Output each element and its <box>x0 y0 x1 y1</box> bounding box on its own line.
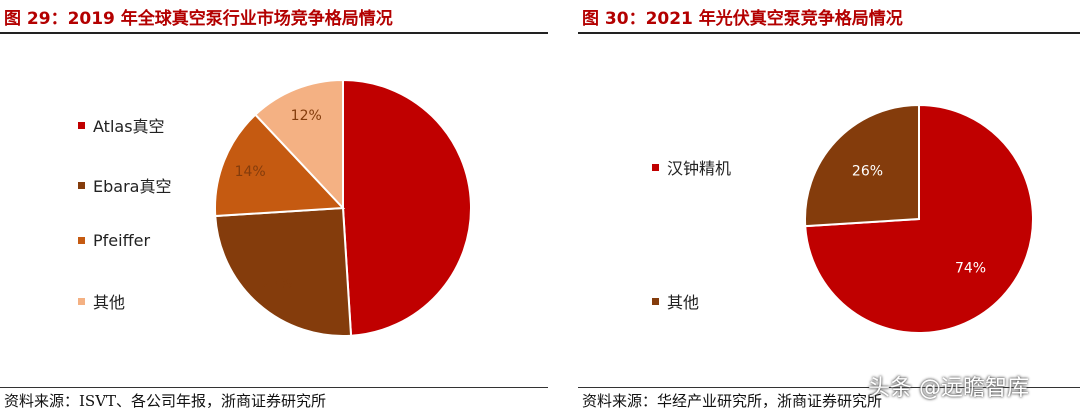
source-divider <box>578 387 1080 388</box>
slice-data-label: 74% <box>955 260 986 276</box>
title-divider <box>578 32 1080 34</box>
chart-panel-right: 图 30：2021 年光伏真空泵竞争格局情况 汉钟精机其他 74% 26% 资料来… <box>578 0 1080 415</box>
pie-chart: 49% 25% 14% 12% <box>214 78 472 337</box>
source-note: 资料来源：ISVT、各公司年报，浙商证券研究所 <box>4 392 327 410</box>
slice-data-label: 12% <box>291 108 322 124</box>
legend-item: Pfeiffer <box>78 231 150 250</box>
legend-swatch <box>652 297 659 305</box>
legend-label: 汉钟精机 <box>667 159 732 178</box>
slice-data-label: 25% <box>261 276 292 292</box>
legend-label: 其他 <box>93 293 126 312</box>
pie-slice <box>253 78 344 211</box>
legend-label: Pfeiffer <box>93 231 151 250</box>
pie-slice <box>214 113 346 218</box>
pie-chart: 74% 26% <box>804 103 1034 334</box>
pie-slice <box>804 103 920 228</box>
legend-item: 汉钟精机 <box>652 155 731 179</box>
legend-item: 其他 <box>78 289 125 313</box>
source-divider <box>0 387 548 388</box>
chart-title: 图 30：2021 年光伏真空泵竞争格局情况 <box>582 9 903 29</box>
slice-data-label: 49% <box>427 198 458 214</box>
chart-title: 图 29：2019 年全球真空泵行业市场竞争格局情况 <box>4 9 393 29</box>
legend-item: Ebara真空 <box>78 173 171 197</box>
pie-slice <box>342 78 472 337</box>
legend-label: 其他 <box>667 293 700 312</box>
legend-swatch <box>78 297 85 305</box>
slice-data-label: 26% <box>852 164 883 180</box>
legend-item: Atlas真空 <box>78 113 165 137</box>
legend-swatch <box>78 237 85 244</box>
legend-swatch <box>652 163 659 171</box>
title-divider <box>0 32 548 34</box>
slice-data-label: 14% <box>235 164 266 180</box>
legend-swatch <box>78 121 85 129</box>
legend-label: Atlas真空 <box>93 117 165 136</box>
pie-slice <box>214 206 353 337</box>
source-note: 资料来源：华经产业研究所，浙商证券研究所 <box>582 392 883 410</box>
legend-swatch <box>78 181 85 189</box>
watermark: 头条 @远瞻智库 <box>868 376 1029 401</box>
chart-panel-left: 图 29：2019 年全球真空泵行业市场竞争格局情况 Atlas真空 Ebara真… <box>0 9 548 410</box>
legend-item: 其他 <box>652 289 699 313</box>
legend-label: Ebara真空 <box>93 177 172 196</box>
